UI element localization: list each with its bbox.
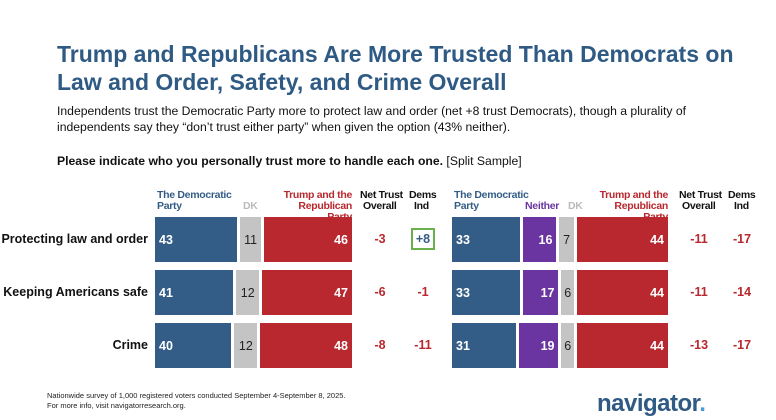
row-label: Keeping Americans safe (3, 285, 148, 299)
footer-note: Nationwide survey of 1,000 registered vo… (47, 391, 346, 411)
question-note: [Split Sample] (443, 154, 522, 168)
bar-dk: 12 (234, 323, 258, 368)
stacked-bar-row: 41 12 47 (155, 270, 352, 315)
bar-dk: 12 (236, 270, 260, 315)
net-overall-value: -11 (690, 285, 708, 299)
bar-dk: 7 (559, 217, 574, 262)
bar-dem: 33 (452, 270, 521, 315)
net-ind-value: -11 (414, 338, 432, 352)
net-trust-header: Net Trust (360, 189, 403, 201)
stacked-bar-row: 31 19 6 44 (452, 323, 668, 368)
net-overall-header: Overall (363, 200, 397, 212)
net-trust-header-2: Net Trust (679, 189, 722, 201)
bar-rep: 44 (576, 270, 668, 315)
bar-dem: 33 (452, 217, 521, 262)
stacked-bar-row: 43 11 46 (155, 217, 352, 262)
net-overall-value: -8 (374, 338, 386, 352)
bar-dem: 40 (155, 323, 232, 368)
ind-header: Ind (414, 200, 429, 212)
legend-dem-2: The Democratic Party (454, 189, 529, 212)
dems-header: Dems (409, 189, 437, 201)
net-overall-header-2: Overall (682, 200, 716, 212)
ind-header-2: Ind (734, 200, 749, 212)
logo-text: navigator (597, 390, 700, 417)
row-label: Crime (112, 338, 148, 352)
page-title: Trump and Republicans Are More Trusted T… (57, 41, 734, 95)
bar-rep: 46 (264, 217, 352, 262)
navigator-logo: navigator. (597, 390, 706, 417)
row-label: Protecting law and order (1, 232, 148, 246)
bar-nei: 19 (519, 323, 559, 368)
highlight-box: +8 (410, 228, 436, 250)
legend-neither: Neither (525, 200, 560, 212)
net-ind-value: -17 (732, 232, 752, 246)
question-text: Please indicate who you personally trust… (57, 154, 444, 168)
legend-dk: DK (243, 200, 258, 212)
bar-rep: 48 (260, 323, 352, 368)
bar-dk: 6 (561, 270, 574, 315)
stacked-bar-row: 40 12 48 (155, 323, 352, 368)
bar-rep: 47 (262, 270, 352, 315)
net-overall-value: -13 (689, 338, 709, 352)
legend-dem: The Democratic Party (157, 189, 232, 212)
bar-rep: 44 (576, 323, 668, 368)
footer-line-2: For more info, visit navigatorresearch.o… (47, 401, 186, 410)
dems-header-2: Dems (728, 189, 756, 201)
net-ind-value: -1 (417, 285, 429, 299)
net-ind-value: +8 (403, 217, 443, 262)
bar-rep: 44 (576, 217, 668, 262)
net-ind-value: -14 (732, 285, 752, 299)
bar-dk: 6 (561, 323, 574, 368)
subtitle: Independents trust the Democratic Party … (57, 104, 686, 134)
bar-nei: 17 (523, 270, 559, 315)
net-overall-value: -11 (690, 232, 708, 246)
bar-dem: 41 (155, 270, 234, 315)
bar-nei: 16 (523, 217, 557, 262)
net-overall-value: -6 (374, 285, 386, 299)
net-overall-value: -3 (374, 232, 386, 246)
net-ind-value: -17 (732, 338, 752, 352)
bar-dk: 11 (240, 217, 262, 262)
stacked-bar-row: 33 17 6 44 (452, 270, 668, 315)
question: Please indicate who you personally trust… (57, 154, 522, 168)
legend-dk-2: DK (568, 200, 583, 212)
stacked-bar-row: 33 16 7 44 (452, 217, 668, 262)
bar-dem: 31 (452, 323, 517, 368)
footer-line-1: Nationwide survey of 1,000 registered vo… (47, 391, 346, 400)
bar-dem: 43 (155, 217, 238, 262)
